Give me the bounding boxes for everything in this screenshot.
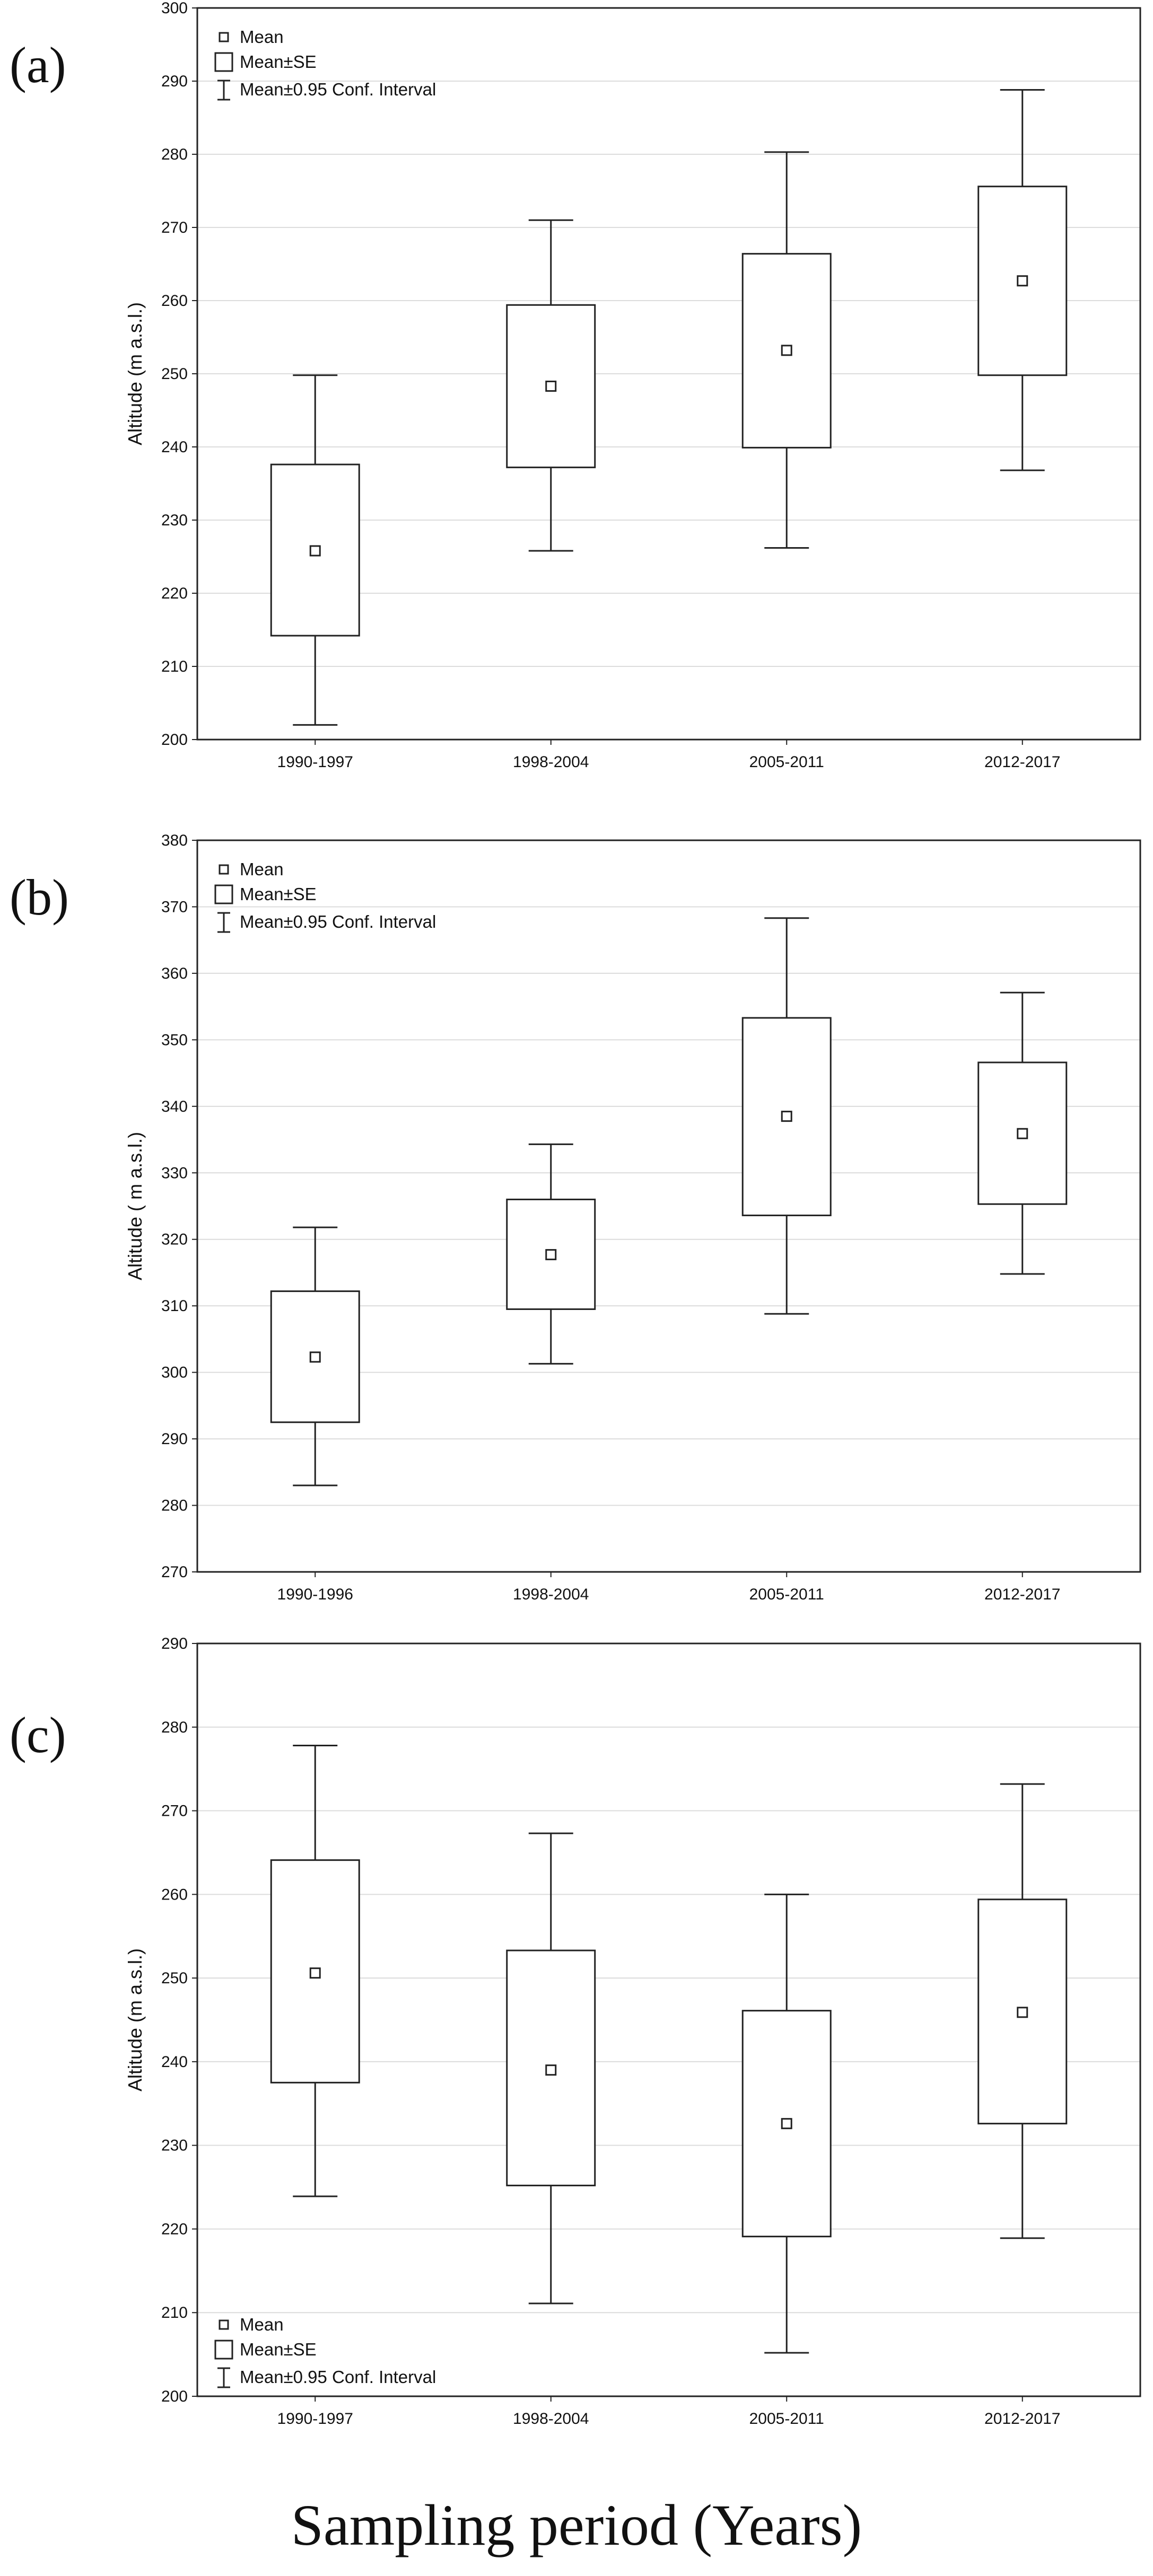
se-box xyxy=(270,463,360,637)
legend: Mean Mean±SE Mean±0.95 Conf. Interval xyxy=(214,859,436,933)
plot-frame xyxy=(196,7,1141,741)
chart-panel-2: 200 210 220 230 240 250 260 270 280 290 Altitude (… xyxy=(10,1635,1141,2428)
x-tick-label: 1990-1997 xyxy=(277,2410,353,2428)
mean-marker xyxy=(309,1967,321,1979)
y-tick-label: 240 xyxy=(161,2053,188,2071)
x-tick-label: 2005-2011 xyxy=(749,1586,824,1603)
y-tick-label: 280 xyxy=(161,1719,188,1736)
y-tick-label: 280 xyxy=(161,1497,188,1515)
legend-label: Mean xyxy=(240,859,284,879)
y-tick-label: 300 xyxy=(161,0,188,17)
y-tick-label: 290 xyxy=(161,73,188,90)
plot-frame xyxy=(196,1642,1141,2397)
y-tick-label: 300 xyxy=(161,1364,188,1382)
legend: Mean Mean±SE Mean±0.95 Conf. Interval xyxy=(214,27,436,101)
mean-marker xyxy=(309,1351,321,1363)
chart-panel-1: 270 280 290 300 310 320 330 340 350 360 370 380 Alti… xyxy=(10,832,1141,1603)
x-tick-label: 1998-2004 xyxy=(513,1586,589,1603)
chart-panel-0: 200 210 220 230 240 250 260 270 280 290 300 Altitud… xyxy=(10,0,1141,771)
y-tick-label: 220 xyxy=(161,585,188,602)
legend: Mean Mean±SE Mean±0.95 Conf. Interval xyxy=(214,2315,436,2388)
legend-label: Mean±0.95 Conf. Interval xyxy=(240,2367,436,2387)
y-tick-label: 250 xyxy=(161,365,188,383)
panel-label: (b) xyxy=(10,869,69,926)
x-tick-label: 2012-2017 xyxy=(984,753,1060,771)
x-tick-label: 1990-1997 xyxy=(277,753,353,771)
y-tick-label: 290 xyxy=(161,1635,188,1652)
y-axis-title: Altitude (m a.s.l.) xyxy=(124,1948,146,2091)
mean-marker xyxy=(309,545,321,557)
y-tick-label: 310 xyxy=(161,1297,188,1315)
y-tick-label: 290 xyxy=(161,1430,188,1448)
y-tick-label: 380 xyxy=(161,832,188,849)
y-tick-label: 240 xyxy=(161,438,188,456)
y-tick-label: 350 xyxy=(161,1031,188,1049)
legend-mean-icon xyxy=(219,864,229,875)
y-tick-label: 270 xyxy=(161,1803,188,1820)
y-tick-label: 230 xyxy=(161,512,188,529)
legend-label: Mean±0.95 Conf. Interval xyxy=(240,80,436,99)
x-tick-label: 2012-2017 xyxy=(984,2410,1060,2428)
y-tick-label: 360 xyxy=(161,965,188,982)
y-tick-label: 270 xyxy=(161,219,188,236)
legend-label: Mean±0.95 Conf. Interval xyxy=(240,912,436,931)
x-tick-label: 2005-2011 xyxy=(749,2410,824,2428)
legend-label: Mean xyxy=(240,27,284,47)
x-tick-label: 1990-1996 xyxy=(277,1586,353,1603)
y-tick-label: 230 xyxy=(161,2137,188,2155)
legend-mean-icon xyxy=(219,32,229,42)
mean-marker xyxy=(545,2064,557,2076)
legend-label: Mean±SE xyxy=(240,2340,317,2359)
legend-label: Mean xyxy=(240,2315,284,2334)
x-tick-label: 1998-2004 xyxy=(513,753,589,771)
y-tick-label: 220 xyxy=(161,2220,188,2238)
mean-marker xyxy=(781,345,792,356)
y-tick-label: 270 xyxy=(161,1563,188,1581)
y-tick-label: 340 xyxy=(161,1098,188,1115)
y-tick-label: 250 xyxy=(161,1970,188,1987)
y-tick-label: 370 xyxy=(161,898,188,916)
y-axis-title: Altitude ( m a.s.l.) xyxy=(124,1132,146,1280)
y-tick-label: 330 xyxy=(161,1164,188,1182)
panel-label: (c) xyxy=(10,1707,66,1763)
legend-se-icon xyxy=(214,2340,233,2360)
y-tick-label: 200 xyxy=(161,2388,188,2405)
x-tick-label: 2012-2017 xyxy=(984,1586,1060,1603)
x-axis-title: Sampling period (Years) xyxy=(291,2493,862,2557)
legend-label: Mean±SE xyxy=(240,884,317,904)
mean-marker xyxy=(545,380,557,392)
y-tick-label: 210 xyxy=(161,658,188,675)
plot-frame xyxy=(196,839,1141,1573)
mean-marker xyxy=(1017,2007,1028,2018)
legend-mean-icon xyxy=(219,2319,229,2330)
mean-marker xyxy=(545,1249,557,1261)
legend-se-icon xyxy=(214,884,233,904)
mean-marker xyxy=(1017,1128,1028,1139)
panel-label: (a) xyxy=(10,37,66,93)
y-tick-label: 210 xyxy=(161,2304,188,2322)
x-tick-label: 2005-2011 xyxy=(749,753,824,771)
y-axis-title: Altitude (m a.s.l.) xyxy=(124,302,146,445)
x-tick-label: 1998-2004 xyxy=(513,2410,589,2428)
y-tick-label: 280 xyxy=(161,146,188,163)
legend-se-icon xyxy=(214,52,233,72)
mean-marker xyxy=(1017,275,1028,287)
y-tick-label: 320 xyxy=(161,1231,188,1249)
mean-marker xyxy=(781,1111,792,1122)
y-tick-label: 200 xyxy=(161,731,188,749)
y-tick-label: 260 xyxy=(161,292,188,310)
y-tick-label: 260 xyxy=(161,1886,188,1903)
mean-marker xyxy=(781,2118,792,2130)
legend-label: Mean±SE xyxy=(240,52,317,72)
